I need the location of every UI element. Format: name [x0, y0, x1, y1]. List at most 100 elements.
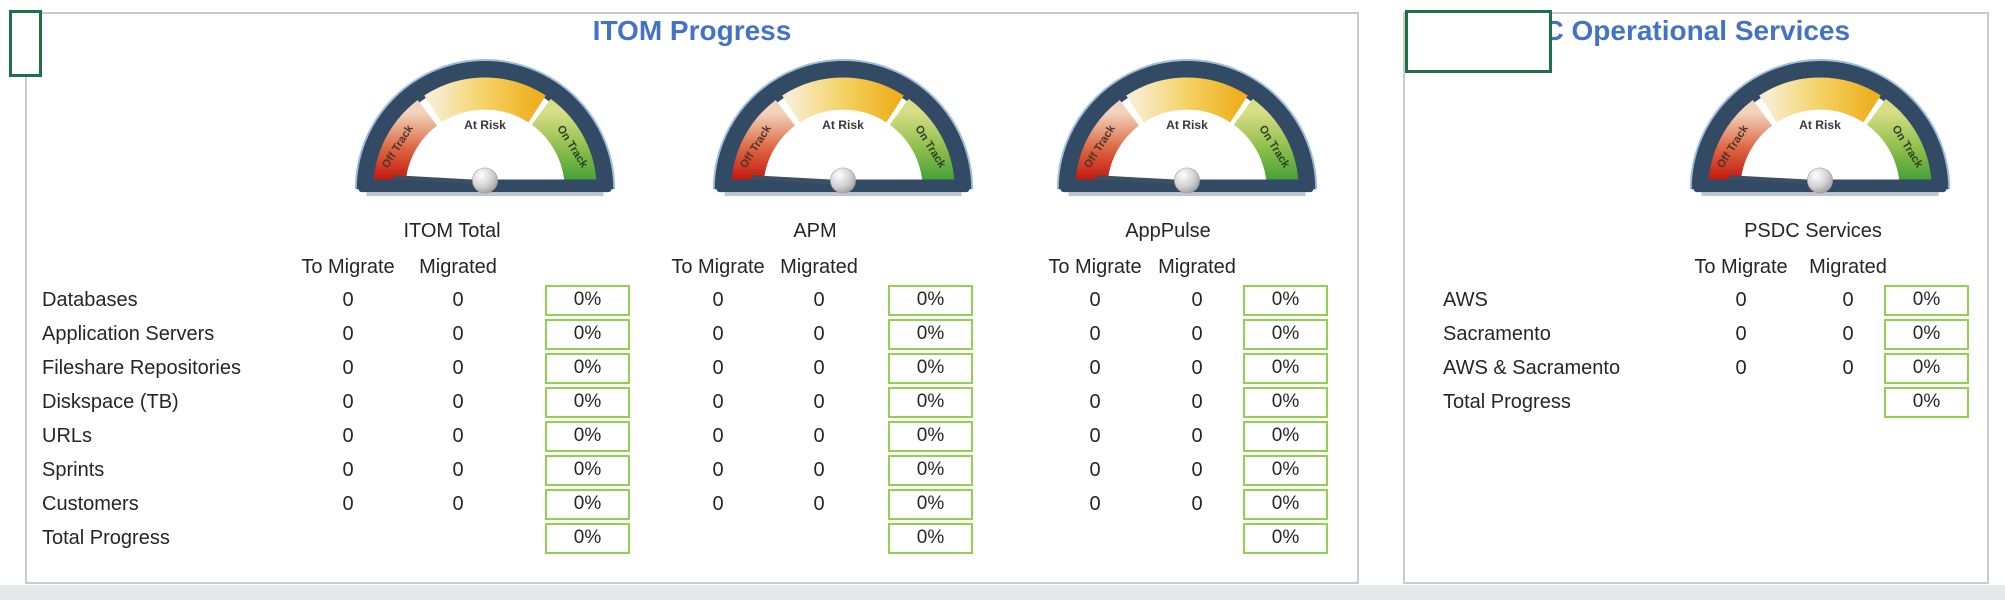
gauge-base-shadow — [366, 192, 604, 197]
row-label: Total Progress — [42, 527, 170, 549]
percent-cell[interactable]: 0% — [545, 352, 630, 384]
percent-cell[interactable]: 0% — [888, 318, 973, 350]
percent-cell[interactable]: 0% — [888, 352, 973, 384]
itom-total-percent-column: 0% 0% 0% 0% 0% 0% 0% 0% — [545, 283, 630, 555]
percent-cell[interactable]: 0% — [1884, 352, 1969, 384]
to-migrate-value: 0 — [712, 425, 724, 447]
gauge-label-at-risk: At Risk — [1166, 118, 1208, 132]
apppulse-percent-column: 0% 0% 0% 0% 0% 0% 0% 0% — [1243, 283, 1328, 555]
to-migrate-value: 0 — [1089, 391, 1101, 413]
migrated-value: 0 — [813, 391, 825, 413]
percent-cell[interactable]: 0% — [545, 386, 630, 418]
row-label: Sacramento — [1443, 323, 1551, 345]
gauge-zone-at-risk — [424, 77, 546, 123]
percent-cell[interactable]: 0% — [1884, 386, 1969, 418]
col-header-to-migrate: To Migrate — [301, 256, 395, 278]
gauge-rim — [1691, 61, 1949, 190]
status-gauge: At Risk Off Track On Track — [354, 59, 616, 197]
gauge-base-shadow — [1701, 192, 1939, 197]
percent-cell[interactable]: 0% — [1243, 488, 1328, 520]
migrated-value: 0 — [813, 459, 825, 481]
apm-migrated-column: 0 0 0 0 0 0 0 — [764, 283, 874, 555]
percent-cell[interactable]: 0% — [1243, 454, 1328, 486]
row-label: Diskspace (TB) — [42, 391, 179, 413]
to-migrate-value — [293, 521, 403, 555]
selected-cell-outline-left[interactable] — [9, 10, 42, 77]
selected-cell-outline-right[interactable] — [1405, 10, 1552, 73]
itom-total-migrated-column: 0 0 0 0 0 0 0 — [403, 283, 513, 555]
col-header-migrated: Migrated — [1809, 256, 1887, 278]
migrated-value — [1142, 521, 1252, 555]
percent-cell[interactable]: 0% — [888, 522, 973, 554]
gauge-itom-total: At Risk Off Track On Track — [349, 55, 621, 203]
percent-cell[interactable]: 0% — [1243, 318, 1328, 350]
apppulse-to-migrate-column: 0 0 0 0 0 0 0 — [1040, 283, 1150, 555]
window-bottom-edge — [0, 585, 2005, 600]
percent-cell[interactable]: 0% — [1243, 352, 1328, 384]
migrated-value: 0 — [1191, 357, 1203, 379]
row-label: Application Servers — [42, 323, 215, 345]
to-migrate-value: 0 — [1089, 493, 1101, 515]
gauge-zone-on-track — [1233, 98, 1299, 190]
itom-row-labels: Databases Application Servers Fileshare Re… — [42, 283, 241, 555]
percent-cell[interactable]: 0% — [1243, 386, 1328, 418]
gauge-pivot-ball — [1174, 167, 1200, 194]
to-migrate-value: 0 — [712, 459, 724, 481]
migrated-value: 0 — [452, 357, 464, 379]
gauge-rim — [714, 61, 972, 190]
apm-percent-column: 0% 0% 0% 0% 0% 0% 0% 0% — [888, 283, 973, 555]
percent-cell[interactable]: 0% — [888, 284, 973, 316]
gauge-label-at-risk: At Risk — [1799, 118, 1841, 132]
to-migrate-value: 0 — [342, 425, 354, 447]
row-label: Databases — [42, 289, 138, 311]
gauge-outer-edge — [712, 59, 974, 190]
section-title-psdc-services: PSDC Services — [1744, 220, 1882, 242]
percent-cell[interactable]: 0% — [1243, 420, 1328, 452]
to-migrate-value: 0 — [1089, 357, 1101, 379]
col-header-migrated: Migrated — [1158, 256, 1236, 278]
gauge-pivot-ball — [1807, 167, 1833, 194]
col-header-to-migrate: To Migrate — [1048, 256, 1142, 278]
percent-cell[interactable]: 0% — [888, 488, 973, 520]
percent-cell[interactable]: 0% — [888, 386, 973, 418]
apm-to-migrate-column: 0 0 0 0 0 0 0 — [663, 283, 773, 555]
col-header-migrated: Migrated — [780, 256, 858, 278]
to-migrate-value: 0 — [712, 289, 724, 311]
to-migrate-value — [663, 521, 773, 555]
migrated-value: 0 — [452, 425, 464, 447]
row-label: AWS — [1443, 289, 1488, 311]
row-label: Total Progress — [1443, 391, 1571, 413]
gauge-rim — [356, 61, 614, 190]
percent-cell[interactable]: 0% — [1884, 318, 1969, 350]
apppulse-migrated-column: 0 0 0 0 0 0 0 — [1142, 283, 1252, 555]
to-migrate-value: 0 — [1735, 289, 1747, 311]
percent-cell[interactable]: 0% — [545, 454, 630, 486]
percent-cell[interactable]: 0% — [1884, 284, 1969, 316]
percent-cell[interactable]: 0% — [1243, 284, 1328, 316]
percent-cell[interactable]: 0% — [888, 454, 973, 486]
to-migrate-value: 0 — [1089, 289, 1101, 311]
gauge-psdc-services: At Risk Off Track On Track — [1684, 55, 1956, 203]
to-migrate-value: 0 — [342, 459, 354, 481]
migrated-value: 0 — [813, 289, 825, 311]
gauge-base-shadow — [1068, 192, 1306, 197]
migrated-value: 0 — [1191, 391, 1203, 413]
to-migrate-value: 0 — [1735, 357, 1747, 379]
percent-cell[interactable]: 0% — [545, 522, 630, 554]
percent-cell[interactable]: 0% — [1243, 522, 1328, 554]
to-migrate-value: 0 — [1089, 459, 1101, 481]
percent-cell[interactable]: 0% — [545, 420, 630, 452]
gauge-zone-on-track — [1866, 98, 1932, 190]
status-gauge: At Risk Off Track On Track — [1056, 59, 1318, 197]
migrated-value: 0 — [1842, 357, 1854, 379]
col-header-migrated: Migrated — [419, 256, 497, 278]
percent-cell[interactable]: 0% — [545, 488, 630, 520]
to-migrate-value: 0 — [712, 323, 724, 345]
percent-cell[interactable]: 0% — [545, 284, 630, 316]
row-label: Customers — [42, 493, 139, 515]
percent-cell[interactable]: 0% — [888, 420, 973, 452]
migrated-value: 0 — [452, 493, 464, 515]
percent-cell[interactable]: 0% — [545, 318, 630, 350]
gauge-pivot-ball — [830, 167, 856, 194]
